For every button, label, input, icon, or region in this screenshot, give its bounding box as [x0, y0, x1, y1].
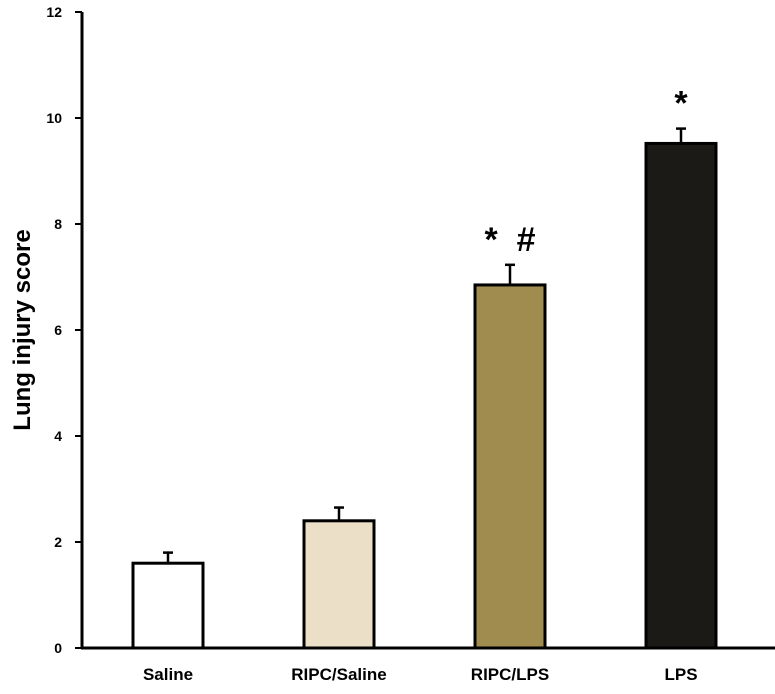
- significance-marker: *: [674, 85, 688, 123]
- x-tick-label: Saline: [143, 665, 193, 684]
- x-tick-label: RIPC/LPS: [471, 665, 549, 684]
- y-axis-label: Lung injury score: [9, 229, 36, 430]
- bar-lps: [644, 141, 718, 650]
- bar-ripc-lps: [473, 283, 547, 650]
- x-tick-labels: Saline RIPC/Saline RIPC/LPS LPS: [143, 665, 698, 684]
- y-tick-label: 4: [54, 428, 62, 444]
- y-ticks: 0 2 4 6 8 10 12: [46, 4, 82, 656]
- bars: [131, 127, 718, 650]
- y-tick-label: 2: [54, 534, 62, 550]
- y-tick-label: 6: [54, 322, 62, 338]
- y-tick-label: 10: [46, 110, 62, 126]
- significance-annotations: * # *: [484, 85, 688, 259]
- y-tick-label: 0: [54, 640, 62, 656]
- significance-marker: * #: [484, 221, 535, 259]
- x-tick-label: LPS: [664, 665, 697, 684]
- x-axis: Saline RIPC/Saline RIPC/LPS LPS: [81, 646, 775, 684]
- bar-saline: [131, 561, 205, 650]
- y-axis: 0 2 4 6 8 10 12: [46, 4, 84, 656]
- bar-ripc-saline: [302, 519, 376, 650]
- y-tick-label: 8: [54, 216, 62, 232]
- x-tick-label: RIPC/Saline: [291, 665, 386, 684]
- y-tick-label: 12: [46, 4, 62, 20]
